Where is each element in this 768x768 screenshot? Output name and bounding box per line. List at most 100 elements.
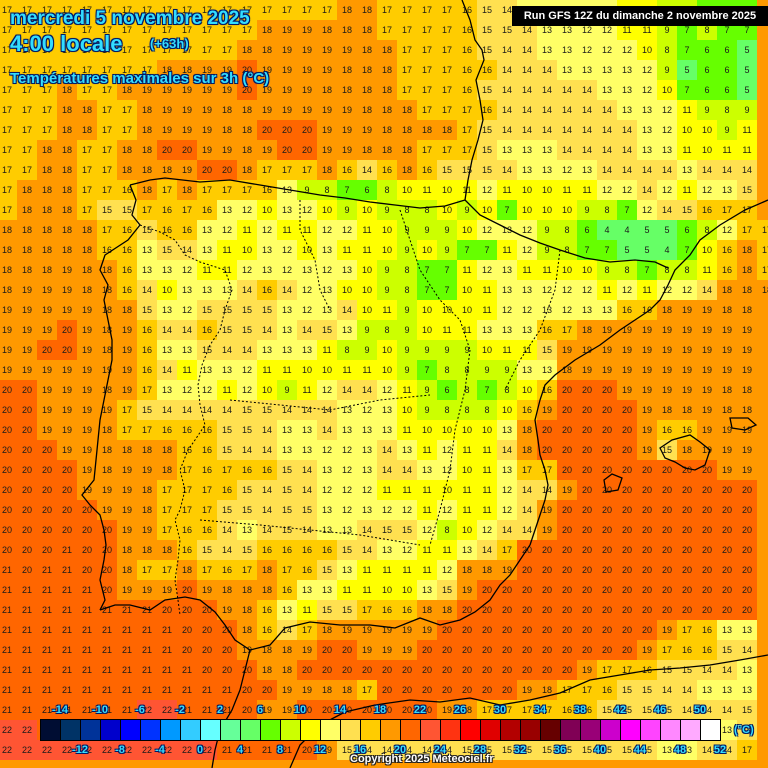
grid-value: 20 (481, 685, 492, 695)
grid-value: 16 (121, 225, 132, 235)
grid-value: 21 (61, 585, 72, 595)
field-cell (477, 300, 497, 320)
grid-value: 21 (81, 645, 92, 655)
grid-value: 17 (441, 145, 452, 155)
grid-value: 20 (561, 385, 572, 395)
grid-value: 20 (441, 665, 452, 675)
grid-value: 13 (281, 325, 292, 335)
grid-value: 6 (704, 65, 710, 75)
grid-value: 6 (684, 225, 690, 235)
grid-value: 10 (381, 585, 392, 595)
grid-value: 14 (301, 485, 312, 495)
grid-value: 20 (301, 125, 312, 135)
legend-swatch (121, 720, 141, 740)
grid-value: 21 (81, 685, 92, 695)
field-cell (557, 120, 577, 140)
grid-value: 20 (601, 485, 612, 495)
grid-value: 17 (181, 465, 192, 475)
grid-value: 12 (521, 225, 532, 235)
grid-value: 13 (161, 385, 172, 395)
grid-value: 18 (341, 25, 352, 35)
field-cell (637, 60, 657, 80)
field-cell (97, 100, 117, 120)
grid-value: 21 (21, 625, 32, 635)
grid-value: 14 (741, 165, 752, 175)
grid-value: 19 (41, 405, 52, 415)
grid-value: 12 (281, 265, 292, 275)
field-cell (617, 60, 637, 80)
grid-value: 11 (502, 185, 512, 195)
grid-value: 18 (261, 565, 272, 575)
field-cell (277, 280, 297, 300)
grid-value: 19 (741, 345, 752, 355)
grid-value: 20 (561, 545, 572, 555)
grid-value: 19 (161, 105, 172, 115)
grid-value: 18 (241, 625, 252, 635)
grid-value: 6 (724, 65, 730, 75)
grid-value: 18 (341, 685, 352, 695)
grid-value: 13 (281, 305, 292, 315)
grid-value: 20 (41, 465, 52, 475)
grid-value: 17 (301, 5, 312, 15)
grid-value: 17 (41, 85, 52, 95)
field-cell (437, 140, 457, 160)
grid-value: 15 (441, 165, 452, 175)
grid-value: 19 (201, 65, 212, 75)
grid-value: 20 (81, 525, 92, 535)
grid-value: 17 (121, 5, 132, 15)
grid-value: 7 (744, 25, 750, 35)
grid-value: 15 (321, 325, 332, 335)
grid-value: 14 (301, 525, 312, 535)
grid-value: 18 (1, 245, 12, 255)
legend-swatch (81, 720, 101, 740)
legend-tick-label: 18 (373, 704, 387, 716)
legend-swatch (161, 720, 181, 740)
grid-value: 11 (382, 565, 392, 575)
field-cell (697, 60, 717, 80)
grid-value: 18 (321, 85, 332, 95)
grid-value: 20 (621, 565, 632, 575)
grid-value: 17 (521, 465, 532, 475)
grid-value: 17 (1, 105, 12, 115)
grid-value: 19 (101, 405, 112, 415)
grid-value: 20 (521, 625, 532, 635)
grid-value: 19 (341, 625, 352, 635)
grid-value: 16 (681, 645, 692, 655)
legend-tick-label: 14 (333, 704, 347, 716)
grid-value: 10 (301, 365, 312, 375)
grid-value: 20 (521, 585, 532, 595)
grid-value: 9 (364, 325, 370, 335)
grid-value: 20 (1, 465, 12, 475)
grid-value: 20 (241, 705, 252, 715)
grid-value: 10 (321, 365, 332, 375)
field-cell (497, 180, 517, 200)
grid-value: 19 (1, 325, 12, 335)
grid-value: 18 (721, 305, 732, 315)
grid-value: 20 (641, 485, 652, 495)
grid-value: 14 (501, 85, 512, 95)
grid-value: 18 (261, 665, 272, 675)
grid-value: 13 (381, 545, 392, 555)
field-cell (37, 220, 57, 240)
grid-value: 18 (481, 565, 492, 575)
field-cell (637, 100, 657, 120)
grid-value: 20 (41, 485, 52, 495)
grid-value: 20 (581, 625, 592, 635)
grid-value: 16 (301, 545, 312, 555)
grid-value: 7 (684, 245, 690, 255)
grid-value: 17 (141, 385, 152, 395)
grid-value: 20 (501, 685, 512, 695)
grid-value: 14 (701, 665, 712, 675)
grid-value: 20 (521, 545, 532, 555)
grid-value: 20 (661, 585, 672, 595)
grid-value: 19 (121, 345, 132, 355)
grid-value: 20 (701, 485, 712, 495)
grid-value: 20 (681, 485, 692, 495)
grid-value: 14 (701, 165, 712, 175)
grid-value: 13 (261, 245, 272, 255)
field-cell (577, 100, 597, 120)
copyright: Copyright 2025 Meteociel.fr (350, 753, 494, 765)
grid-value: 13 (501, 145, 512, 155)
legend-tick-label: 4 (236, 744, 244, 756)
grid-value: 18 (241, 125, 252, 135)
